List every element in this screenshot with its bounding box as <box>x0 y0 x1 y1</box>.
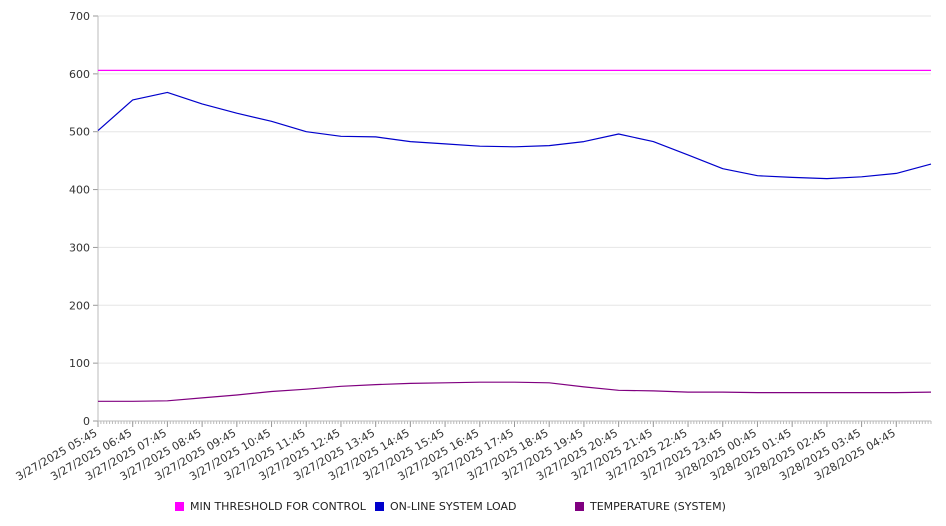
legend: MIN THRESHOLD FOR CONTROL ON-LINE SYSTEM… <box>0 498 946 514</box>
y-tick-label: 200 <box>69 299 90 312</box>
series-system-load-line <box>97 91 932 180</box>
gridlines <box>98 15 931 364</box>
y-tick-label: 700 <box>69 10 90 23</box>
y-axis-ticks: 0 100 200 300 400 500 600 700 <box>69 10 98 428</box>
legend-item-temperature[interactable]: TEMPERATURE (SYSTEM) <box>575 498 726 514</box>
x-axis-ticks: 3/27/2025 05:453/27/2025 06:453/27/2025 … <box>14 421 932 483</box>
legend-label-system-load: ON-LINE SYSTEM LOAD <box>390 499 517 513</box>
y-tick-label: 0 <box>83 415 90 428</box>
y-tick-label: 500 <box>69 126 90 139</box>
y-tick-label: 100 <box>69 357 90 370</box>
legend-label-threshold: MIN THRESHOLD FOR CONTROL <box>190 499 366 513</box>
y-tick-label: 600 <box>69 68 90 81</box>
legend-item-system-load[interactable]: ON-LINE SYSTEM LOAD <box>375 498 516 514</box>
series-lines <box>97 69 932 402</box>
series-temperature-line <box>98 381 932 402</box>
legend-label-temperature: TEMPERATURE (SYSTEM) <box>590 499 726 513</box>
legend-swatch-threshold <box>175 501 184 511</box>
y-tick-label: 400 <box>69 184 90 197</box>
legend-item-threshold[interactable]: MIN THRESHOLD FOR CONTROL <box>175 498 366 514</box>
legend-swatch-temperature <box>575 501 584 511</box>
y-tick-label: 300 <box>69 241 90 254</box>
legend-swatch-system-load <box>375 501 384 511</box>
